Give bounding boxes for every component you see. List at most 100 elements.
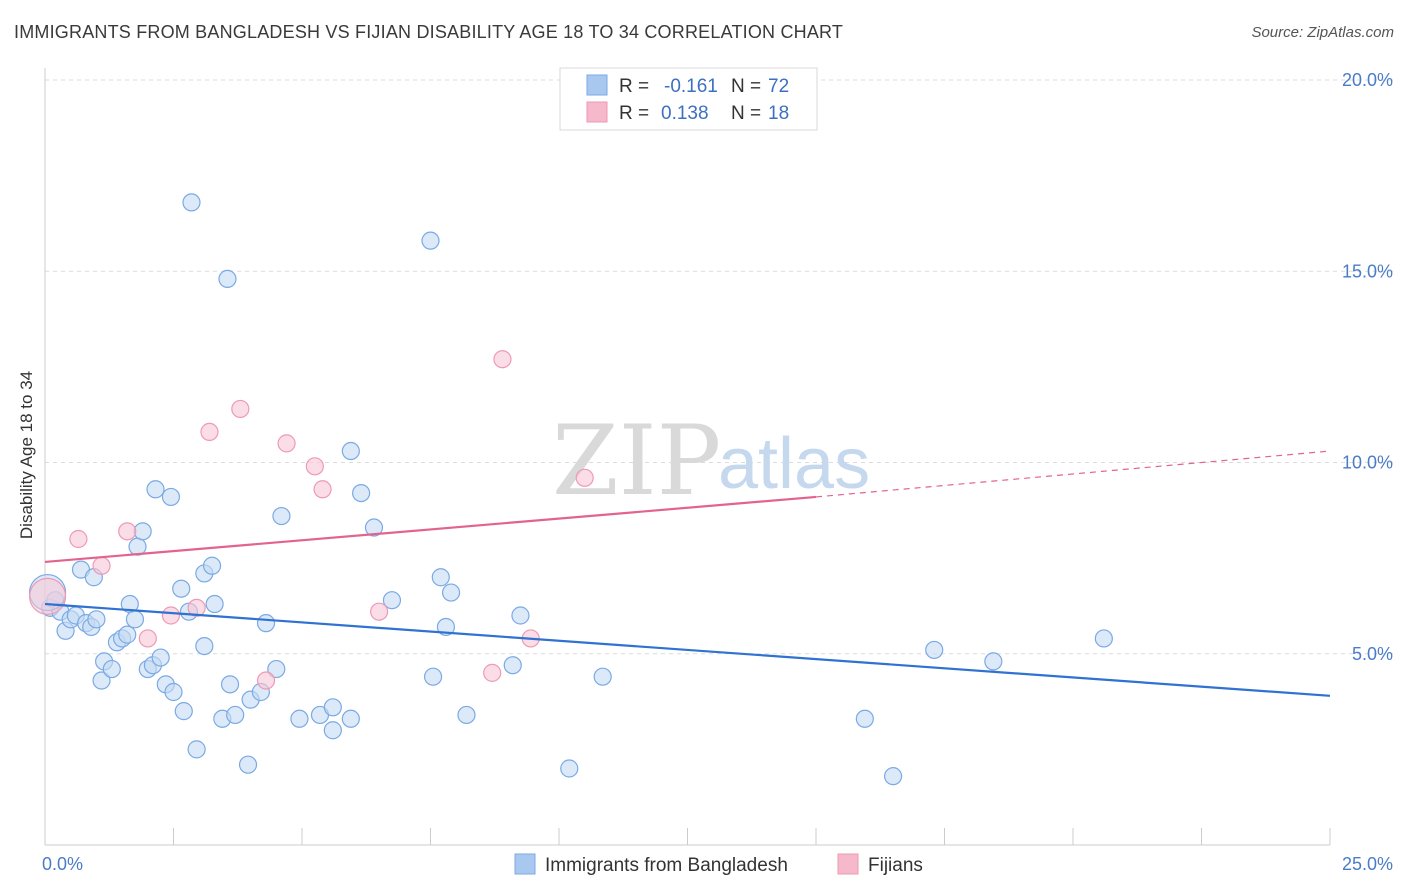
data-point [560, 759, 579, 778]
data-point [593, 667, 612, 686]
trend-line-fijians [44, 495, 817, 564]
data-point [92, 671, 111, 690]
x-tick-label: 0.0% [42, 854, 83, 874]
data-point [984, 652, 1003, 671]
series-fijians [28, 350, 594, 690]
data-point [277, 434, 296, 453]
data-point [118, 522, 137, 541]
points-layer [28, 193, 1113, 786]
watermark: ZIP atlas [552, 405, 870, 517]
data-point [323, 721, 342, 740]
data-point [575, 468, 594, 487]
x-tick-label: 25.0% [1342, 854, 1393, 874]
axis-layer [44, 68, 1331, 846]
trend-layer [44, 450, 1331, 697]
data-point [511, 606, 530, 625]
data-point [290, 709, 309, 728]
y-tick-label: 15.0% [1342, 261, 1393, 281]
data-point [436, 617, 456, 637]
y-tick-label: 5.0% [1352, 644, 1393, 664]
data-point [151, 648, 170, 667]
data-point [187, 740, 206, 759]
data-point [423, 667, 443, 686]
data-point [69, 529, 88, 549]
data-point [272, 506, 291, 526]
data-point [925, 640, 944, 660]
data-point [370, 602, 389, 621]
data-point [174, 702, 193, 721]
data-point [125, 610, 145, 629]
legend-r-value-fijians: 0.138 [661, 103, 709, 124]
bottom-legend-swatch-fijians [837, 853, 859, 875]
data-point [87, 610, 106, 629]
data-point [341, 709, 360, 728]
tick-layer: 5.0% 10.0% 15.0% 20.0% 0.0% 25.0% [42, 70, 1393, 874]
grid-layer [45, 79, 1393, 655]
legend-box: R = -0.161 N = 72 R = 0.138 N = 18 [559, 67, 818, 131]
legend-n-label-fijians: N = [731, 103, 761, 124]
y-tick-label: 20.0% [1342, 70, 1393, 90]
data-point [441, 583, 461, 602]
data-point [220, 675, 240, 694]
legend-n-value-fijians: 18 [768, 103, 789, 124]
data-point [493, 350, 512, 369]
series-bangladesh [28, 193, 1113, 786]
legend-swatch-bangladesh [586, 74, 608, 96]
trend-line-fijians-extension [815, 450, 1331, 498]
legend-swatch-fijians [586, 101, 608, 123]
watermark-atlas: atlas [718, 424, 870, 504]
legend-r-label-fijians: R = [619, 103, 649, 124]
data-point [323, 698, 342, 717]
data-point [364, 518, 384, 537]
data-point [218, 269, 237, 288]
y-tick-label: 10.0% [1342, 453, 1393, 473]
data-point [352, 484, 371, 503]
data-point [195, 636, 214, 656]
data-point [226, 705, 245, 725]
data-point [341, 441, 360, 461]
watermark-zip: ZIP [552, 405, 721, 517]
data-point [238, 755, 258, 774]
chart-source: Source: ZipAtlas.com [1251, 24, 1394, 41]
legend-n-label-bangladesh: N = [731, 76, 761, 97]
data-point [102, 659, 121, 679]
data-point [483, 663, 502, 682]
data-point [28, 577, 67, 615]
data-point [382, 591, 402, 610]
data-point [231, 399, 250, 419]
chart-title: IMMIGRANTS FROM BANGLADESH VS FIJIAN DIS… [14, 22, 844, 42]
bottom-legend: Immigrants from Bangladesh Fijians [514, 853, 923, 876]
data-point [457, 705, 476, 725]
data-point [205, 594, 224, 614]
data-point [200, 422, 219, 441]
data-point [92, 556, 111, 575]
y-axis-label: Disability Age 18 to 34 [17, 371, 36, 539]
data-point [138, 629, 157, 648]
data-point [431, 568, 450, 587]
data-point [313, 480, 332, 499]
data-point [172, 579, 191, 598]
data-point [118, 625, 137, 644]
data-point [1094, 629, 1113, 648]
data-point [187, 598, 206, 617]
data-point [256, 614, 276, 633]
legend-r-label-bangladesh: R = [619, 76, 649, 97]
data-point [855, 709, 874, 728]
data-point [146, 480, 165, 499]
data-point [256, 671, 276, 690]
data-point [133, 522, 152, 541]
legend-n-value-bangladesh: 72 [768, 76, 789, 97]
data-point [161, 606, 181, 625]
data-point [421, 231, 440, 250]
data-point [267, 659, 286, 679]
data-point [883, 767, 903, 786]
data-point [182, 193, 201, 212]
data-point [305, 457, 324, 476]
bottom-legend-label-fijians: Fijians [868, 855, 923, 876]
data-point [164, 682, 183, 702]
data-point [161, 487, 181, 507]
bottom-legend-swatch-bangladesh [514, 853, 536, 875]
legend-r-value-bangladesh: -0.161 [664, 76, 718, 97]
trend-line-bangladesh [44, 602, 1331, 697]
